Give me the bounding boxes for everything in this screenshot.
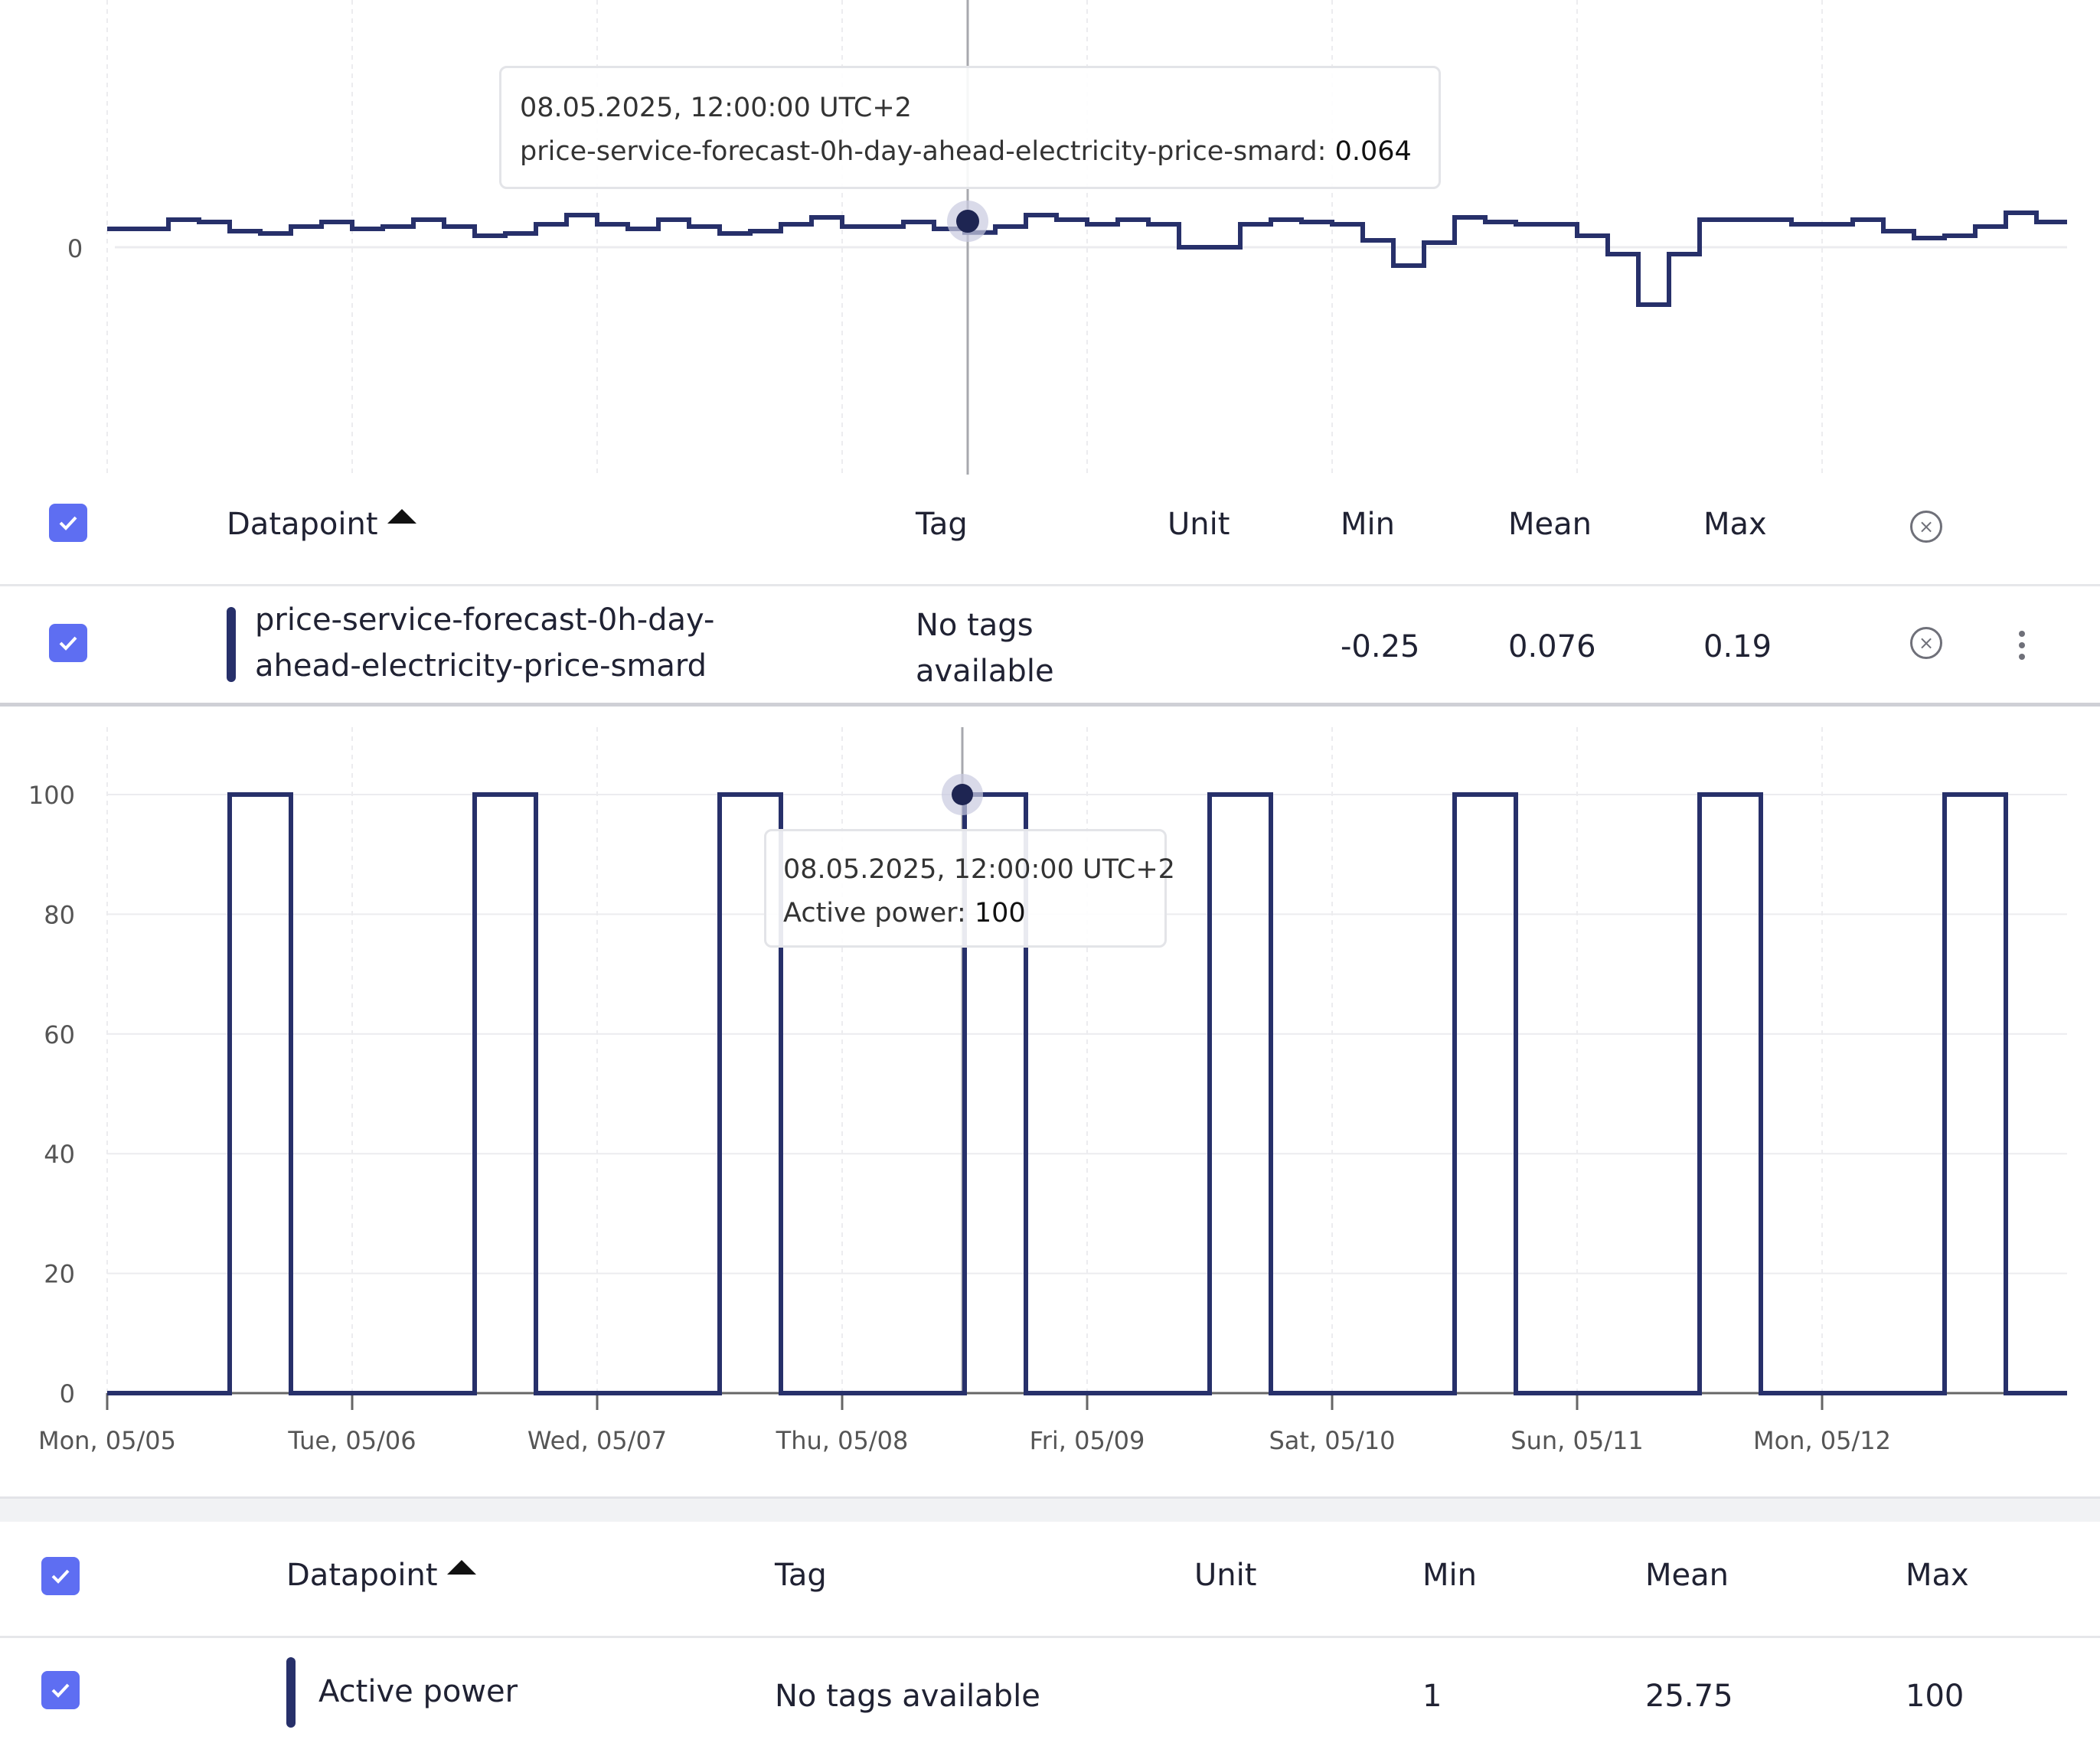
top-tooltip-value: 0.064 — [1334, 136, 1412, 167]
top-row-min: -0.25 — [1341, 629, 1420, 664]
bottom-y-axis: 0 20 40 60 80 100 — [28, 781, 75, 1408]
bottom-row-tag: No tags available — [775, 1679, 1040, 1714]
top-header-datapoint-label: Datapoint — [227, 507, 378, 542]
bottom-x-tick-label: Mon, 05/12 — [1753, 1426, 1891, 1455]
top-header-max[interactable]: Max — [1703, 507, 1767, 542]
bottom-grid — [106, 727, 2067, 1393]
bottom-select-all-checkbox[interactable] — [41, 1557, 80, 1595]
more-options-icon[interactable] — [2019, 631, 2027, 665]
top-row-datapoint-name: price-service-forecast-0h-day- ahead-ele… — [255, 597, 714, 689]
bottom-x-tick-label: Wed, 05/07 — [527, 1426, 667, 1455]
series-color-swatch — [227, 607, 236, 682]
bottom-chart-divider — [0, 1496, 2100, 1522]
series-color-swatch — [286, 1657, 296, 1728]
bottom-y-tick-label: 0 — [60, 1379, 75, 1408]
sort-ascending-icon[interactable] — [446, 1560, 476, 1575]
top-tooltip: 08.05.2025, 12:00:00 UTC+2 price-service… — [499, 66, 1441, 189]
top-row-max: 0.19 — [1703, 629, 1772, 664]
top-row-mean: 0.076 — [1508, 629, 1596, 664]
price-series-line — [107, 210, 2067, 307]
top-row-tag-line1: No tags — [916, 608, 1034, 643]
check-icon — [59, 516, 77, 530]
bottom-x-axis: Mon, 05/05 Tue, 05/06 Wed, 05/07 Thu, 05/08… — [38, 1393, 1891, 1455]
section-divider — [0, 703, 2100, 707]
top-hover-point — [956, 210, 979, 233]
bottom-y-tick-label: 80 — [44, 900, 75, 929]
top-header-mean[interactable]: Mean — [1508, 507, 1592, 542]
top-header-divider — [0, 584, 2100, 586]
bottom-header-unit[interactable]: Unit — [1194, 1558, 1257, 1593]
top-header-min[interactable]: Min — [1341, 507, 1395, 542]
top-row-name-line1: price-service-forecast-0h-day- — [255, 602, 715, 638]
bottom-tooltip-series: Active power — [783, 898, 957, 928]
bottom-header-min[interactable]: Min — [1422, 1558, 1477, 1593]
remove-datapoint-icon[interactable]: × — [1910, 627, 1942, 659]
remove-all-icon[interactable]: × — [1910, 511, 1942, 543]
bottom-x-tick-label: Fri, 05/09 — [1030, 1426, 1145, 1455]
bottom-x-tick-label: Sun, 05/11 — [1510, 1426, 1643, 1455]
bottom-header-datapoint-label: Datapoint — [286, 1558, 438, 1593]
bottom-x-tick-label: Sat, 05/10 — [1269, 1426, 1395, 1455]
bottom-header-max[interactable]: Max — [1906, 1558, 1969, 1593]
bottom-tooltip-value-line: Active power: 100 — [783, 898, 1026, 928]
top-tooltip-series: price-service-forecast-0h-day-ahead-elec… — [520, 136, 1318, 167]
top-row-checkbox[interactable] — [49, 624, 87, 662]
active-power-series-line — [107, 792, 2067, 1395]
bottom-x-tick-label: Thu, 05/08 — [776, 1426, 909, 1455]
top-tooltip-timestamp: 08.05.2025, 12:00:00 UTC+2 — [520, 93, 912, 123]
bottom-y-tick-label: 40 — [44, 1140, 75, 1169]
bottom-x-tick-label: Tue, 05/06 — [287, 1426, 416, 1455]
sort-ascending-icon[interactable] — [387, 509, 416, 524]
bottom-tooltip-timestamp: 08.05.2025, 12:00:00 UTC+2 — [783, 854, 1175, 885]
top-select-all-checkbox[interactable] — [49, 504, 87, 542]
bottom-row-min: 1 — [1422, 1679, 1442, 1714]
check-icon — [59, 636, 77, 651]
top-header-datapoint[interactable]: Datapoint — [227, 507, 416, 542]
bottom-row-checkbox[interactable] — [41, 1671, 80, 1709]
bottom-row-mean: 25.75 — [1645, 1679, 1733, 1714]
top-row-tag: No tags available — [916, 602, 1054, 694]
bottom-y-tick-label: 100 — [28, 781, 75, 810]
top-y-tick-label: 0 — [67, 234, 83, 263]
check-icon — [51, 1683, 70, 1698]
bottom-row-max: 100 — [1906, 1679, 1964, 1714]
bottom-hover-point — [952, 784, 973, 805]
bottom-tooltip: 08.05.2025, 12:00:00 UTC+2 Active power:… — [764, 829, 1175, 948]
top-row-name-line2: ahead-electricity-price-smard — [255, 648, 707, 684]
active-power-chart: 0 20 40 60 80 100 Mon, 05/05 Tue, 05/06 Wed, 05… — [28, 727, 2067, 1455]
bottom-y-tick-label: 20 — [44, 1260, 75, 1289]
top-header-unit[interactable]: Unit — [1168, 507, 1230, 542]
bottom-header-divider — [0, 1636, 2100, 1638]
bottom-x-tick-label: Mon, 05/05 — [38, 1426, 176, 1455]
bottom-tooltip-value: 100 — [974, 898, 1026, 928]
top-grid — [106, 0, 1823, 475]
bottom-header-mean[interactable]: Mean — [1645, 1558, 1729, 1593]
bottom-row-datapoint-name: Active power — [318, 1674, 518, 1709]
top-row-tag-line2: available — [916, 654, 1054, 689]
bottom-header-datapoint[interactable]: Datapoint — [286, 1558, 476, 1593]
top-tooltip-value-line: price-service-forecast-0h-day-ahead-elec… — [520, 136, 1412, 167]
bottom-y-tick-label: 60 — [44, 1020, 75, 1049]
top-header-tag[interactable]: Tag — [916, 507, 968, 542]
bottom-header-tag[interactable]: Tag — [775, 1558, 827, 1593]
check-icon — [51, 1569, 70, 1584]
